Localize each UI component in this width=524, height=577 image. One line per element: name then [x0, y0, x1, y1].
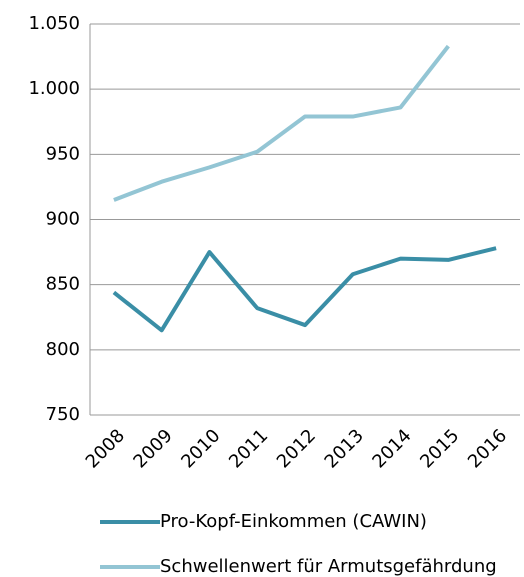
x-tick-label: 2008 [82, 425, 129, 472]
x-tick-label: 2014 [368, 425, 415, 472]
x-tick-label: 2015 [416, 425, 463, 472]
x-tick-label: 2010 [177, 425, 224, 472]
x-tick-label: 2012 [273, 425, 320, 472]
y-tick-label: 900 [46, 209, 80, 230]
y-tick-label: 750 [46, 404, 80, 425]
x-tick-label: 2009 [129, 425, 176, 472]
y-tick-label: 850 [46, 274, 80, 295]
series-line [113, 44, 450, 202]
legend-label: Schwellenwert für Armutsgefährdung [160, 556, 497, 577]
series-line [112, 246, 497, 333]
y-tick-label: 1.050 [28, 13, 80, 34]
y-tick-label: 950 [46, 143, 80, 164]
y-tick-label: 800 [46, 339, 80, 360]
legend-label: Pro-Kopf-Einkommen (CAWIN) [160, 511, 427, 532]
x-tick-label: 2013 [321, 425, 368, 472]
x-tick-label: 2016 [464, 425, 511, 472]
y-tick-label: 1.000 [28, 78, 80, 99]
x-tick-label: 2011 [225, 425, 272, 472]
